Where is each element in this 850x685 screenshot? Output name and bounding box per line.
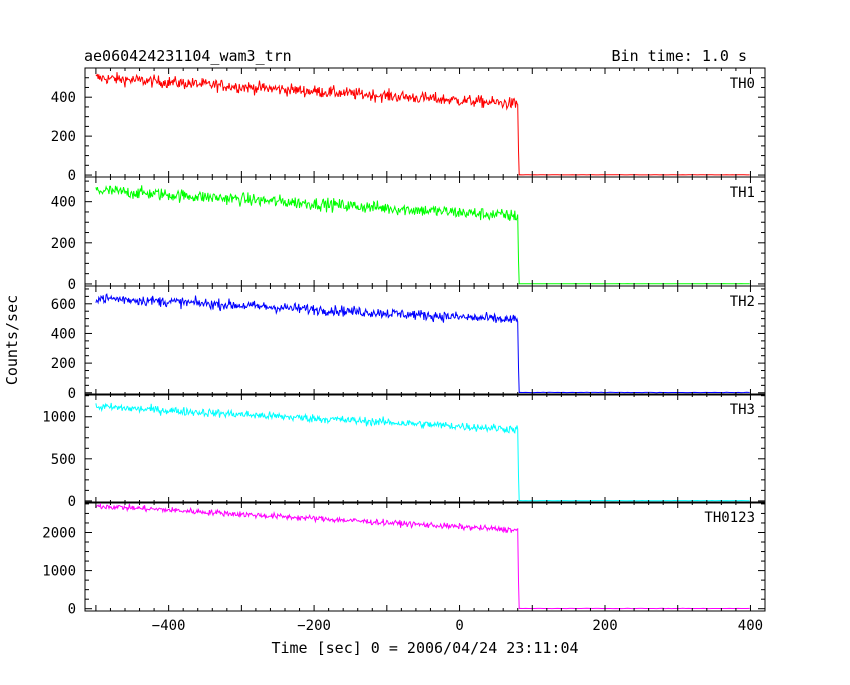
x-axis-label: Time [sec] 0 = 2006/04/24 23:11:04 — [271, 639, 578, 657]
panel-th0123: 0 1000 2000 TH0123 — [42, 501, 766, 618]
y-tick-label: 0 — [68, 386, 76, 402]
series-label-th1: TH1 — [730, 185, 755, 201]
bin-time-label: Bin time: 1.0 s — [612, 47, 747, 65]
x-tick-labels: −400 −200 0 200 400 — [152, 618, 763, 634]
series-label-th0123: TH0123 — [704, 510, 755, 526]
y-tick-label: 500 — [51, 452, 76, 468]
y-tick-label: 200 — [51, 129, 76, 145]
y-tick-label: 200 — [51, 356, 76, 372]
panel-th0: 0 200 400 TH0 — [51, 67, 766, 184]
x-tick-label: 0 — [455, 618, 463, 634]
x-tick-label: 400 — [738, 618, 763, 634]
y-tick-label: 1000 — [42, 564, 76, 580]
y-tick-label: 0 — [68, 168, 76, 184]
y-tick-label: 400 — [51, 195, 76, 211]
panel-th3: 0 500 1000 TH3 — [42, 393, 766, 510]
series-label-th0: TH0 — [730, 76, 755, 92]
y-tick-label: 2000 — [42, 525, 76, 541]
series-line-th1 — [95, 185, 750, 285]
y-tick-label: 0 — [68, 602, 76, 618]
panels-group: 0 200 400 TH0 0 200 400 TH1 0 200 400 600 TH2 0 500 100… — [42, 67, 766, 618]
series-line-th0 — [95, 72, 750, 176]
panel-frame — [84, 67, 766, 178]
chart-title: ae060424231104_wam3_trn — [84, 47, 292, 65]
series-line-th2 — [95, 293, 750, 394]
series-line-th0123 — [95, 502, 750, 610]
y-tick-label: 0 — [68, 277, 76, 293]
y-axis-label: Counts/sec — [3, 295, 21, 385]
x-tick-label: −400 — [152, 618, 186, 634]
series-label-th3: TH3 — [730, 402, 755, 418]
panel-frame — [84, 501, 766, 612]
x-tick-label: −200 — [297, 618, 331, 634]
y-tick-label: 400 — [51, 326, 76, 342]
x-tick-label: 200 — [592, 618, 617, 634]
y-tick-label: 0 — [68, 494, 76, 510]
y-tick-label: 400 — [51, 90, 76, 106]
y-tick-label: 200 — [51, 236, 76, 252]
panel-th1: 0 200 400 TH1 — [51, 176, 766, 293]
panel-th2: 0 200 400 600 TH2 — [51, 285, 766, 402]
y-tick-label: 1000 — [42, 410, 76, 426]
series-label-th2: TH2 — [730, 294, 755, 310]
y-tick-label: 600 — [51, 297, 76, 313]
series-line-th3 — [95, 402, 750, 502]
